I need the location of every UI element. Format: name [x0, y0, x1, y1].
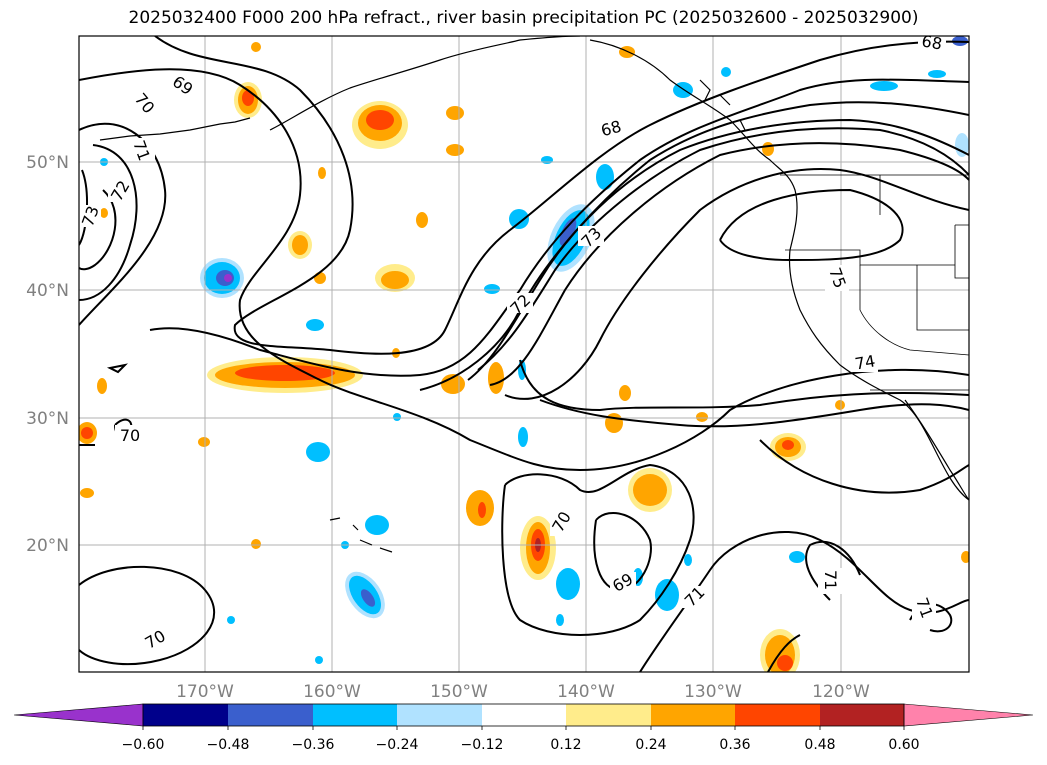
lon-label: 130°W [684, 682, 742, 702]
contour-labels: 69 70 71 72 73 68 68 72 73 75 74 70 70 [78, 31, 946, 653]
graticule [79, 36, 969, 672]
colorbar-ticks [142, 726, 905, 730]
colorbar: −0.60 −0.48 −0.36 −0.24 −0.12 0.12 0.24 … [13, 703, 1034, 753]
contour-label: 68 [920, 31, 943, 53]
colorbar-tick-label: 0.24 [635, 737, 666, 753]
map-title: 2025032400 F000 200 hPa refract., river … [128, 8, 919, 28]
contour-label: 70 [120, 426, 140, 445]
colorbar-tick-label: 0.36 [719, 737, 750, 753]
lon-label: 150°W [430, 682, 488, 702]
colorbar-segment [228, 704, 313, 726]
contour-label: 74 [853, 351, 876, 373]
contour-label: 71 [821, 570, 840, 590]
longitude-labels: 170°W 160°W 150°W 140°W 130°W 120°W [176, 682, 870, 702]
colorbar-segment [735, 704, 820, 726]
lat-label: 50°N [26, 153, 69, 173]
latitude-labels: 50°N 40°N 30°N 20°N [26, 153, 69, 556]
lat-label: 30°N [26, 409, 69, 429]
colorbar-segment [313, 704, 397, 726]
lon-label: 160°W [303, 682, 361, 702]
colorbar-tick-label: 0.12 [550, 737, 581, 753]
colorbar-tick-label: −0.24 [376, 737, 419, 753]
colorbar-segment [566, 704, 651, 726]
map-frame [78, 35, 970, 673]
colorbar-tick-label: 0.48 [804, 737, 835, 753]
contour-label: 68 [599, 117, 624, 141]
lat-label: 20°N [26, 536, 69, 556]
colorbar-segment [651, 704, 735, 726]
colorbar-tick-label: −0.12 [461, 737, 504, 753]
lon-label: 140°W [557, 682, 615, 702]
lon-label: 170°W [176, 682, 234, 702]
contour-label: 73 [78, 203, 103, 229]
colorbar-outline [142, 703, 905, 727]
colorbar-tick-label: −0.48 [207, 737, 250, 753]
colorbar-segment [482, 704, 566, 726]
colorbar-extend-max [903, 703, 1034, 727]
borders [780, 174, 969, 391]
colorbar-segment [143, 704, 228, 726]
colorbar-tick-label: −0.60 [122, 737, 165, 753]
colorbar-tick-label: −0.36 [292, 737, 335, 753]
colorbar-extend-min [13, 703, 144, 727]
lat-label: 40°N [26, 281, 69, 301]
lon-label: 120°W [812, 682, 870, 702]
colorbar-segment [397, 704, 482, 726]
colorbar-segment [820, 704, 904, 726]
colorbar-tick-label: 0.60 [888, 737, 919, 753]
